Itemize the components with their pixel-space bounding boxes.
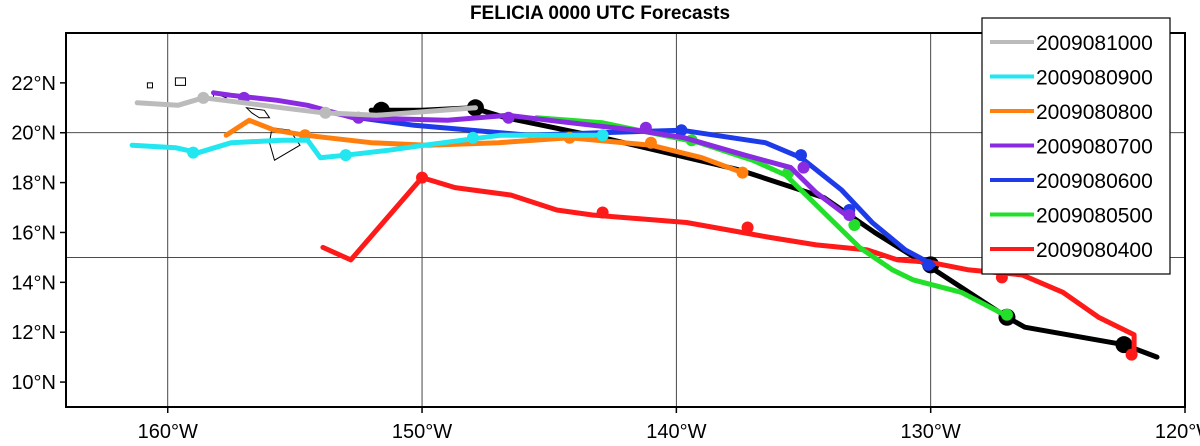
forecast-point — [596, 129, 609, 142]
forecast-point — [794, 149, 807, 162]
y-tick-label: 10°N — [11, 372, 56, 394]
legend-label: 2009080500 — [1036, 205, 1153, 228]
y-tick-label: 14°N — [11, 272, 56, 294]
forecast-point — [319, 106, 332, 119]
x-tick-label: 150°W — [392, 421, 452, 441]
x-tick-label: 160°W — [138, 421, 198, 441]
forecast-point — [1000, 308, 1013, 321]
legend-label: 2009080600 — [1036, 170, 1153, 193]
plot-frame — [65, 32, 1186, 408]
forecast-point — [736, 166, 749, 179]
forecast-line-2009080600 — [317, 107, 936, 268]
x-tick-label: 120°W — [1155, 421, 1200, 441]
forecast-point — [1125, 348, 1138, 361]
y-tick-label: 16°N — [11, 222, 56, 244]
forecast-point — [848, 218, 861, 231]
legend-label: 2009080700 — [1036, 136, 1153, 159]
forecast-point — [339, 149, 352, 162]
forecast-point — [797, 161, 810, 174]
chart-title: FELICIA 0000 UTC Forecasts — [470, 3, 730, 24]
forecast-point — [741, 221, 754, 234]
forecast-tracks — [129, 90, 1160, 361]
legend-label: 2009080400 — [1036, 239, 1153, 262]
forecast-point — [596, 206, 609, 219]
forecast-line-2009080800 — [223, 117, 745, 176]
island-outline — [174, 77, 186, 86]
forecast-line-2009080400 — [320, 175, 1137, 360]
legend-label: 2009081000 — [1036, 32, 1153, 55]
forecast-line-2009081000 — [134, 95, 478, 118]
forecast-point — [675, 124, 688, 137]
forecast-point — [639, 121, 652, 134]
island-outline — [146, 82, 153, 89]
legend: 2009081000 2009080900 2009080800 2009080700… — [981, 17, 1171, 275]
forecast-point — [187, 146, 200, 159]
y-tick-label: 22°N — [11, 73, 56, 95]
y-tick-label: 18°N — [11, 173, 56, 195]
forecast-point — [502, 111, 515, 124]
forecast-point — [416, 171, 429, 184]
legend-label: 2009080900 — [1036, 67, 1153, 90]
forecast-point — [922, 258, 935, 271]
y-tick-label: 20°N — [11, 123, 56, 145]
y-tick-label: 12°N — [11, 322, 56, 344]
forecast-point — [843, 209, 856, 222]
forecast-line-2009080700 — [211, 90, 852, 220]
y-axis-ticks: 10°N 12°N 14°N 16°N 18°N 20°N 22°N — [11, 73, 66, 394]
forecast-point — [466, 131, 479, 144]
x-tick-label: 140°W — [646, 421, 706, 441]
island-outline — [245, 107, 271, 119]
forecast-point — [644, 136, 657, 149]
x-tick-label: 130°W — [901, 421, 961, 441]
x-axis-ticks: 160°W 150°W 140°W 130°W 120°W — [138, 407, 1200, 443]
best-track-point — [1115, 336, 1133, 354]
legend-label: 2009080800 — [1036, 101, 1153, 124]
forecast-point — [197, 91, 210, 104]
